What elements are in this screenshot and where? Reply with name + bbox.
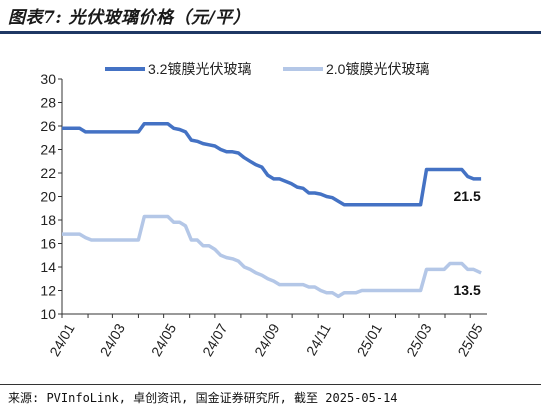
footer-rule [0, 384, 541, 385]
x-tick-label: 24/11 [303, 321, 334, 359]
x-tick-label: 24/07 [199, 321, 230, 360]
legend-label-2: 2.0镀膜光伏玻璃 [326, 61, 429, 77]
series-end-label-1: 21.5 [453, 188, 480, 204]
chart-series [62, 121, 482, 299]
x-tick-label: 24/03 [97, 321, 128, 360]
x-tick-label: 25/03 [403, 321, 434, 360]
x-tick-label: 25/05 [454, 321, 485, 360]
y-tick-label: 16 [40, 236, 56, 252]
x-tick-label: 24/05 [148, 321, 179, 360]
source-note: 来源: PVInfoLink, 卓创资讯, 国金证券研究所, 截至 2025-0… [8, 391, 398, 405]
y-tick-label: 30 [40, 71, 56, 87]
y-tick-label: 12 [40, 283, 56, 299]
legend-label-1: 3.2镀膜光伏玻璃 [148, 61, 251, 77]
chart-axes: 10 12 14 16 18 20 22 24 26 28 30 24/01 24/03 24/05 24/… [40, 71, 487, 359]
chart-end-labels: 21.5 13.5 [453, 188, 480, 298]
x-tick-label: 24/01 [46, 321, 77, 360]
y-tick-label: 24 [40, 142, 56, 158]
y-tick-label: 26 [40, 118, 56, 134]
x-tick-label: 24/09 [251, 321, 282, 360]
y-tick-label: 28 [40, 95, 56, 111]
y-tick-label: 10 [40, 306, 56, 322]
y-tick-label: 14 [40, 259, 56, 275]
y-tick-label: 22 [40, 165, 56, 181]
y-tick-label: 20 [40, 189, 56, 205]
series-line-2 [62, 214, 482, 299]
y-tick-label: 18 [40, 212, 56, 228]
title-rule [0, 31, 541, 34]
series-end-label-2: 13.5 [453, 282, 480, 298]
series-line-1 [62, 121, 482, 207]
chart-title: 图表7: 光伏玻璃价格（元/平） [8, 8, 251, 28]
chart-legend: 3.2镀膜光伏玻璃 2.0镀膜光伏玻璃 [105, 61, 429, 77]
x-tick-label: 25/01 [354, 321, 385, 360]
